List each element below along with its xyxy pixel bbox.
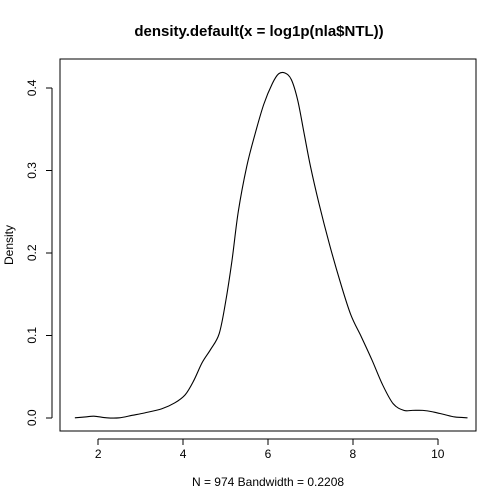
y-axis: 0.0 0.1 0.2 0.3 0.4 <box>25 79 53 426</box>
density-line <box>74 71 468 419</box>
x-tick-label-4: 4 <box>180 447 187 461</box>
y-tick-label-0: 0.0 <box>25 409 39 426</box>
y-tick-label-0-1: 0.1 <box>25 327 39 344</box>
plot-frame <box>59 58 477 432</box>
y-tick-label-0-4: 0.4 <box>25 79 39 96</box>
y-axis-label: Density <box>2 225 16 265</box>
x-axis: 2 4 6 8 10 <box>95 438 445 461</box>
y-tick-label-0-2: 0.2 <box>25 244 39 261</box>
x-tick-label-2: 2 <box>95 447 102 461</box>
x-tick-label-8: 8 <box>350 447 357 461</box>
chart-title: density.default(x = log1p(nla$NTL)) <box>134 23 383 40</box>
x-tick-label-10: 10 <box>431 447 445 461</box>
x-tick-label-6: 6 <box>265 447 272 461</box>
y-tick-label-0-3: 0.3 <box>25 162 39 179</box>
x-axis-label: N = 974 Bandwidth = 0.2208 <box>192 475 344 489</box>
